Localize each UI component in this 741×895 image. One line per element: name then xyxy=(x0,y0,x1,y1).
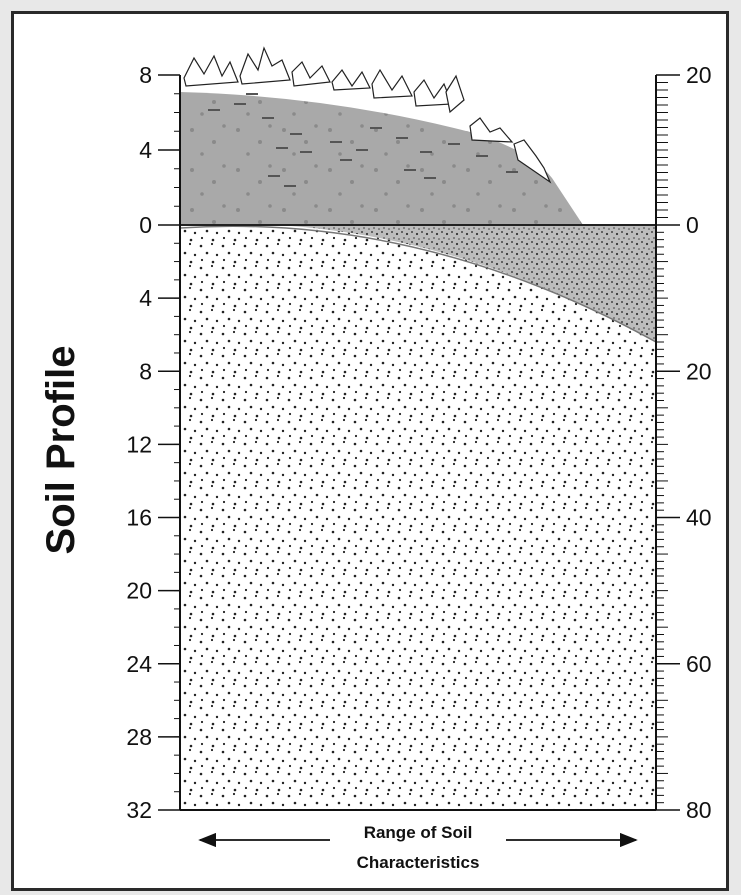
right-tick-label: 40 xyxy=(686,505,712,531)
right-tick-label: 60 xyxy=(686,651,712,677)
right-tick-label: 80 xyxy=(686,797,712,823)
parent-material-layer xyxy=(180,225,656,810)
left-tick-label: 24 xyxy=(126,651,152,677)
right-tick-label: 20 xyxy=(686,358,712,384)
left-tick-label: 8 xyxy=(139,62,152,88)
surface-litter xyxy=(183,46,552,184)
topsoil-layer xyxy=(180,92,583,225)
right-tick-label: 0 xyxy=(686,212,699,238)
side-title: Soil Profile xyxy=(39,346,83,555)
caption-line-1: Range of Soil xyxy=(364,823,473,842)
caption-line-2: Characteristics xyxy=(357,853,480,872)
subsoil-layer xyxy=(180,223,656,342)
left-axis-ticks: 8 4 0 4 8 12 16 20 24 28 32 xyxy=(126,62,180,823)
subsoil-boundary xyxy=(179,225,657,343)
left-tick-label: 32 xyxy=(126,797,152,823)
left-tick-label: 8 xyxy=(139,358,152,384)
left-tick-label: 28 xyxy=(126,724,152,750)
left-tick-label: 4 xyxy=(139,285,152,311)
left-tick-label: 12 xyxy=(126,431,152,457)
topsoil-texture-marks xyxy=(208,93,518,187)
left-tick-label: 0 xyxy=(139,212,152,238)
left-tick-label: 16 xyxy=(126,505,152,531)
left-tick-label: 4 xyxy=(139,137,152,163)
right-axis-ticks: 20 0 20 40 60 80 xyxy=(656,62,712,823)
right-tick-label: 20 xyxy=(686,62,712,88)
left-tick-label: 20 xyxy=(126,578,152,604)
